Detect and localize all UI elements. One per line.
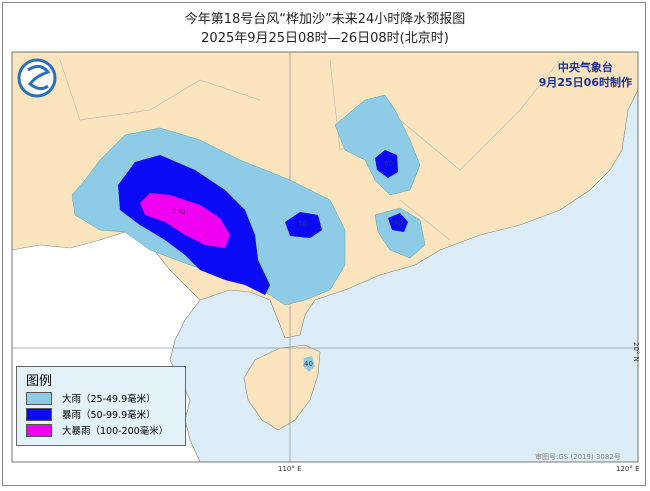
- contour-label: 60: [394, 219, 403, 227]
- legend-item: 大雨（25-49.9毫米）: [26, 391, 185, 405]
- legend-swatch: [26, 423, 52, 437]
- lon-label-110: 110° E: [278, 465, 302, 473]
- rainstorm-area-70: [285, 212, 322, 238]
- heavy-rain-area-east: [374, 207, 426, 259]
- lat-label-20: 20° N: [632, 342, 640, 362]
- legend-label: 大暴雨（100-200毫米）: [62, 426, 169, 437]
- rainstorm-area-60a: [375, 150, 398, 178]
- legend: 图例 大雨（25-49.9毫米） 暴雨（50-99.9毫米） 大暴雨（100-2…: [16, 366, 186, 446]
- legend-label: 大雨（25-49.9毫米）: [62, 394, 156, 405]
- outer-frame: [2, 2, 646, 486]
- legend-swatch: [26, 391, 52, 405]
- legend-item: 大暴雨（100-200毫米）: [26, 423, 185, 437]
- map-title: 今年第18号台风“桦加沙”未来24小时降水预报图: [184, 12, 466, 27]
- torrential-rain-area: [140, 193, 230, 248]
- agency-name: 中央气象台: [557, 61, 613, 74]
- contour-label: 200: [172, 208, 185, 216]
- hainan-island: [243, 344, 321, 431]
- made-time: 9月25日06时制作: [538, 76, 632, 89]
- contour-label: 40: [304, 360, 313, 368]
- legend-swatch: [26, 407, 52, 421]
- contour-label: 60: [384, 160, 393, 168]
- map-subtitle: 2025年9月25日08时—26日08时(北京时): [201, 31, 449, 46]
- rainstorm-area-60b: [388, 213, 408, 232]
- map-border: [11, 51, 639, 463]
- heavy-rain-area-north: [334, 94, 421, 196]
- map-approval-number: 审图号:GS (2019) 3082号: [535, 453, 621, 461]
- agency-stamp: 中央气象台 9月25日06时制作: [539, 60, 632, 90]
- heavy-rain-area-hainan: [303, 356, 315, 372]
- contour-label: 70: [298, 220, 307, 228]
- legend-title: 图例: [26, 374, 53, 389]
- legend-label: 暴雨（50-99.9毫米）: [62, 410, 156, 421]
- cma-logo: [17, 58, 57, 98]
- legend-item: 暴雨（50-99.9毫米）: [26, 407, 185, 421]
- lon-label-120: 120° E: [616, 465, 640, 473]
